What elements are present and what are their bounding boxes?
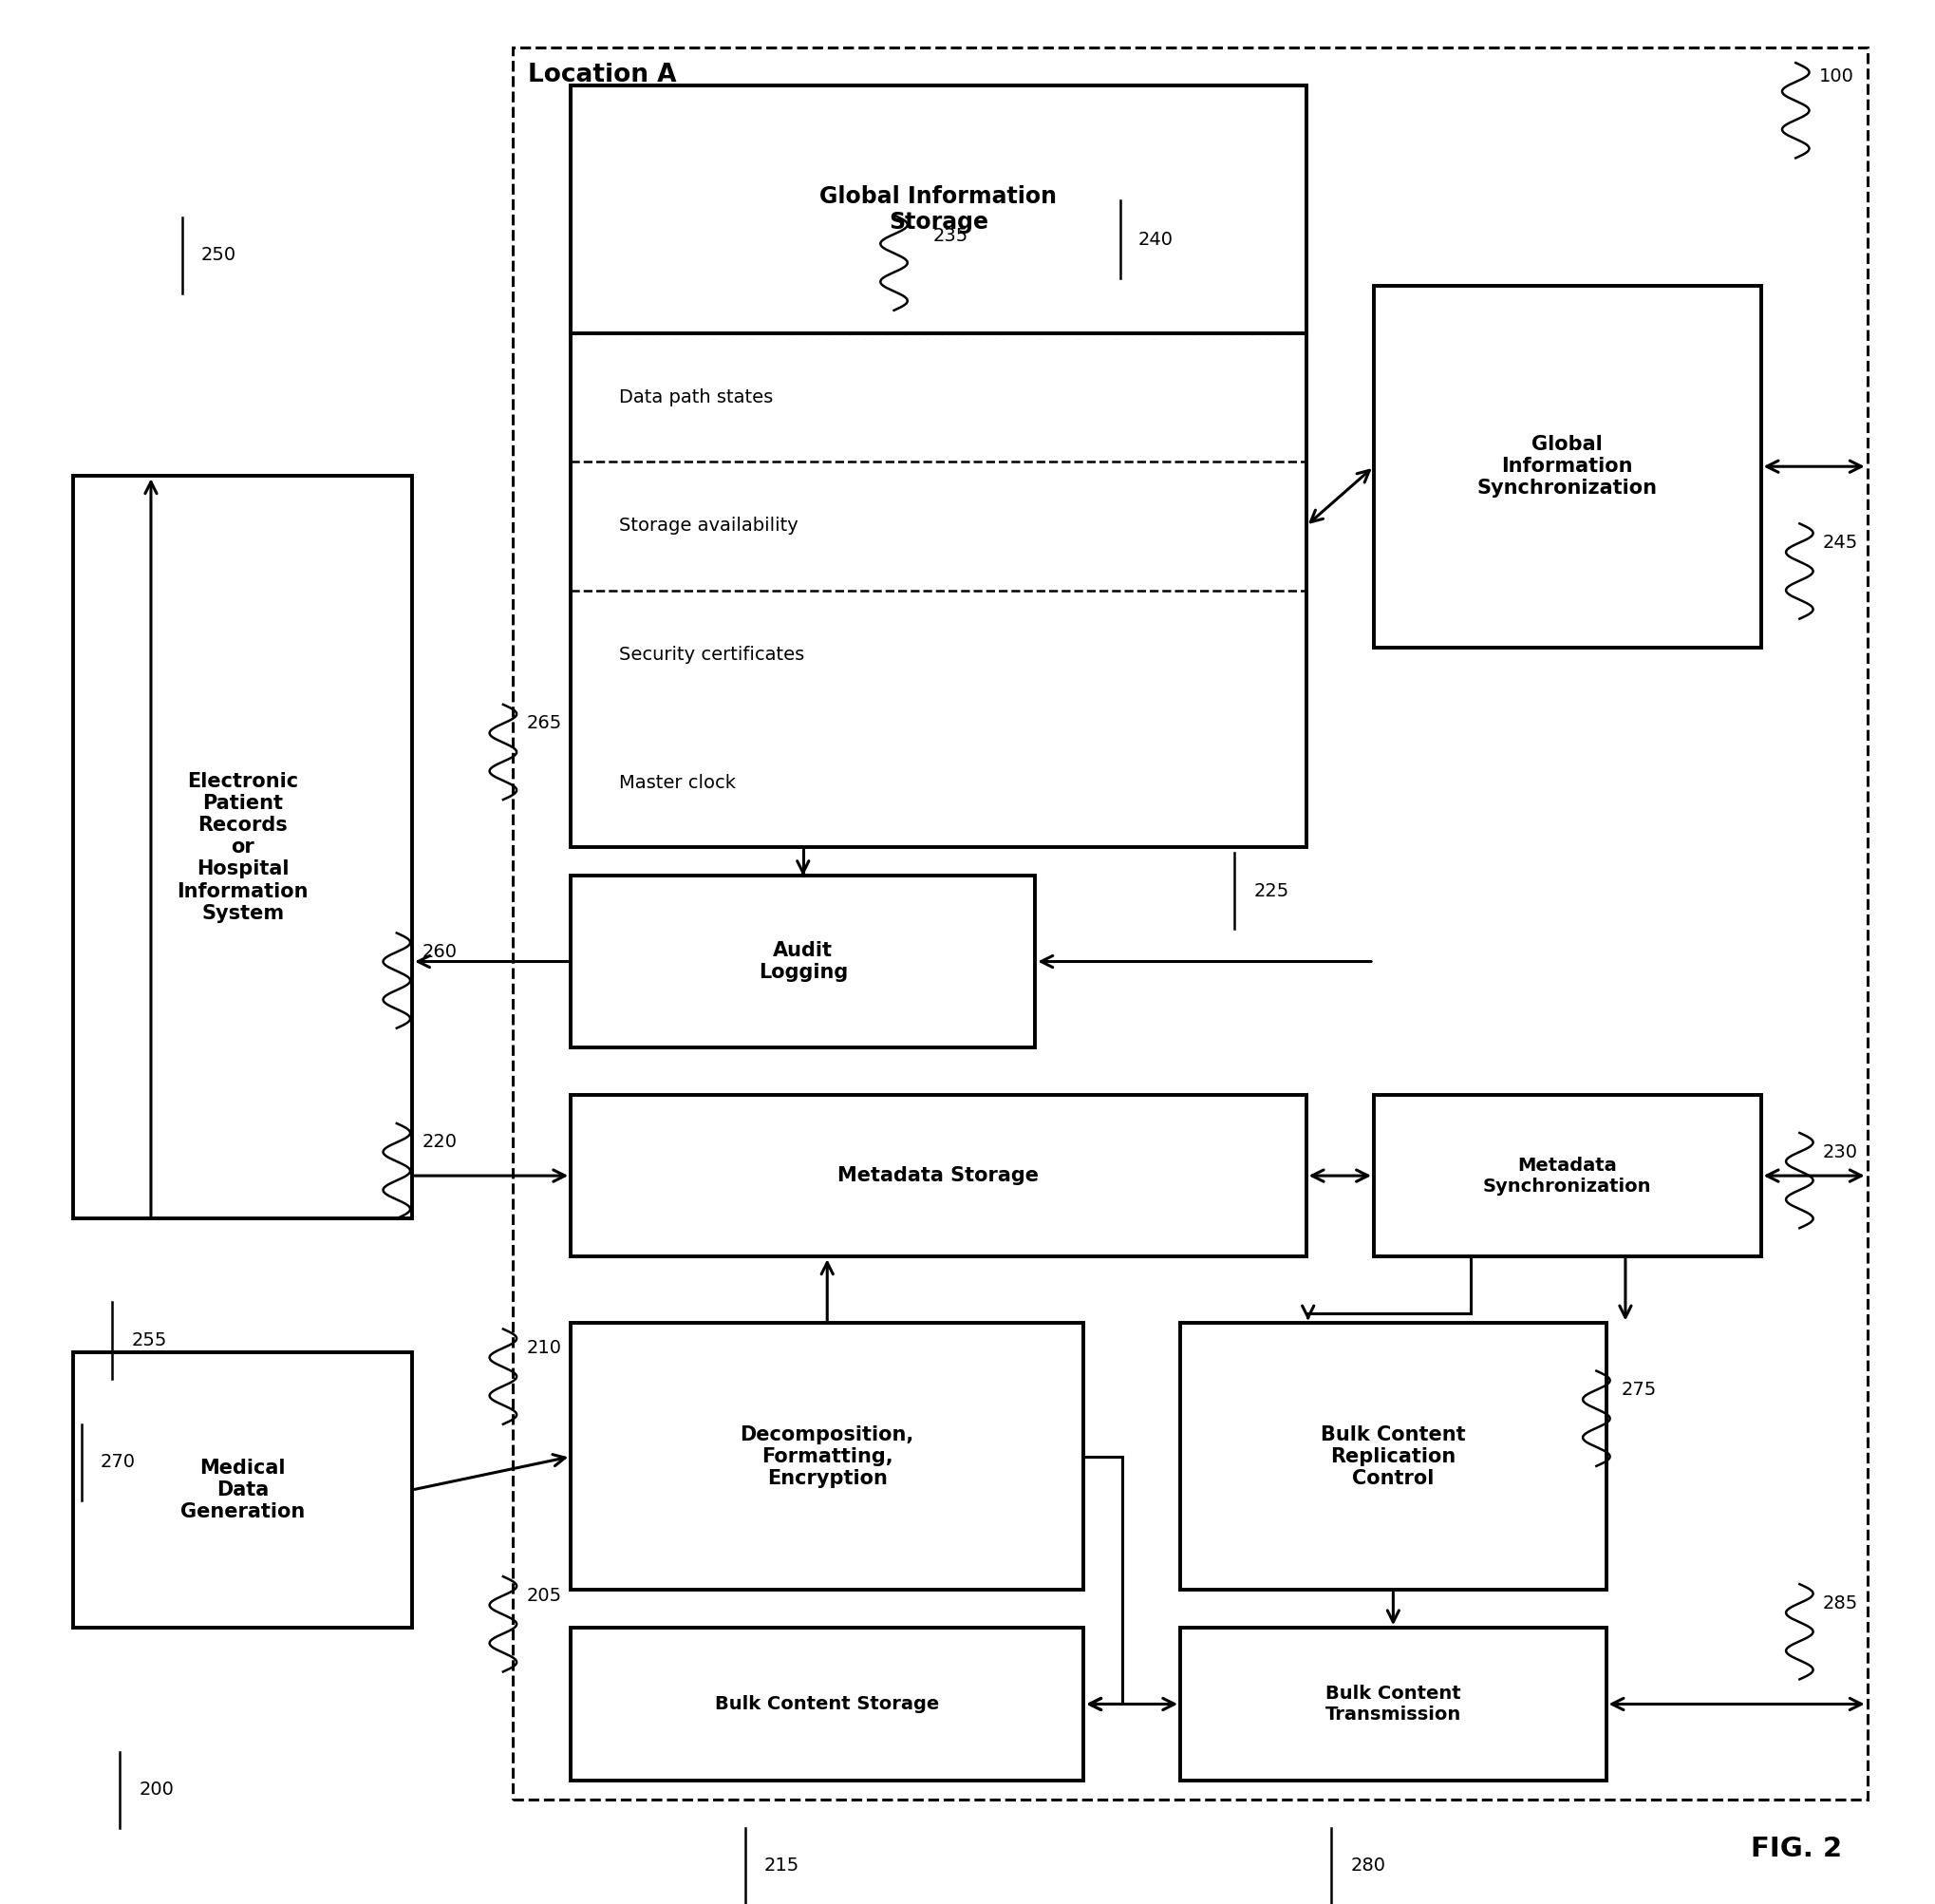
- Text: 270: 270: [101, 1453, 135, 1472]
- Text: 200: 200: [139, 1780, 174, 1799]
- Bar: [1374, 286, 1761, 647]
- Text: Bulk Content
Transmission: Bulk Content Transmission: [1325, 1685, 1461, 1723]
- Text: 275: 275: [1622, 1380, 1656, 1399]
- Text: Bulk Content
Replication
Control: Bulk Content Replication Control: [1322, 1424, 1465, 1489]
- Text: 255: 255: [132, 1331, 166, 1350]
- Text: 100: 100: [1819, 67, 1854, 86]
- Bar: [74, 476, 412, 1219]
- Text: Bulk Content Storage: Bulk Content Storage: [716, 1695, 938, 1714]
- Bar: [1180, 1628, 1606, 1780]
- Text: Global Information
Storage: Global Information Storage: [820, 185, 1057, 234]
- Text: Metadata
Synchronization: Metadata Synchronization: [1482, 1156, 1652, 1196]
- Text: 240: 240: [1138, 230, 1173, 249]
- Bar: [74, 1352, 412, 1628]
- Text: 280: 280: [1351, 1856, 1385, 1875]
- Bar: [571, 1628, 1084, 1780]
- Bar: [571, 86, 1306, 333]
- Text: Metadata Storage: Metadata Storage: [838, 1167, 1039, 1184]
- Bar: [571, 1095, 1306, 1257]
- Text: Storage availability: Storage availability: [619, 518, 799, 535]
- Bar: [513, 48, 1867, 1799]
- Text: Master clock: Master clock: [619, 775, 735, 792]
- Text: Location A: Location A: [528, 63, 677, 88]
- Text: Decomposition,
Formatting,
Encryption: Decomposition, Formatting, Encryption: [741, 1424, 913, 1489]
- Text: 250: 250: [201, 246, 236, 265]
- Text: Audit
Logging: Audit Logging: [759, 941, 848, 982]
- Bar: [571, 86, 1306, 847]
- Bar: [571, 876, 1035, 1047]
- Text: 230: 230: [1823, 1142, 1858, 1161]
- Text: 285: 285: [1823, 1594, 1858, 1613]
- Bar: [571, 1323, 1084, 1590]
- Bar: [1374, 1095, 1761, 1257]
- Text: 215: 215: [764, 1856, 799, 1875]
- Text: 220: 220: [422, 1133, 457, 1152]
- Text: 235: 235: [933, 227, 968, 246]
- Text: FIG. 2: FIG. 2: [1751, 1835, 1842, 1862]
- Text: 245: 245: [1823, 533, 1858, 552]
- Text: 225: 225: [1254, 882, 1289, 901]
- Text: 260: 260: [422, 942, 457, 962]
- Text: Global
Information
Synchronization: Global Information Synchronization: [1476, 434, 1658, 499]
- Text: Security certificates: Security certificates: [619, 645, 805, 663]
- Text: 205: 205: [526, 1586, 561, 1605]
- Text: Data path states: Data path states: [619, 388, 774, 406]
- Text: Medical
Data
Generation: Medical Data Generation: [180, 1458, 306, 1521]
- Text: Electronic
Patient
Records
or
Hospital
Information
System: Electronic Patient Records or Hospital I…: [178, 771, 308, 923]
- Text: 210: 210: [526, 1339, 561, 1358]
- Text: 265: 265: [526, 714, 561, 733]
- Bar: [1180, 1323, 1606, 1590]
